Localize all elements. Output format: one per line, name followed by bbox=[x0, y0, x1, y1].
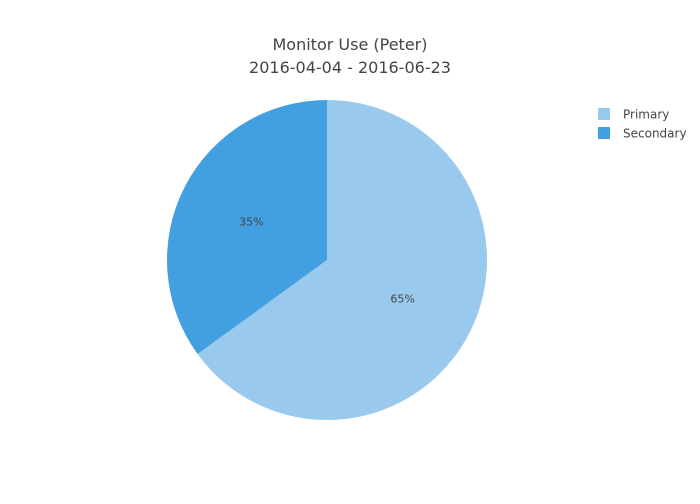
legend-label-primary: Primary bbox=[623, 108, 669, 122]
pie-slice-secondary[interactable] bbox=[166, 100, 327, 355]
pie-slice-primary[interactable] bbox=[197, 100, 487, 420]
slice-label-secondary: 35% bbox=[239, 216, 263, 229]
legend-swatch-secondary bbox=[598, 127, 610, 139]
legend-swatch-primary bbox=[598, 108, 610, 120]
legend: Primary Secondary bbox=[598, 108, 687, 141]
legend-label-secondary: Secondary bbox=[623, 127, 687, 141]
pie-slice-labels: 65% 35% bbox=[239, 216, 415, 306]
pie-slices bbox=[166, 100, 487, 420]
legend-item-primary[interactable]: Primary bbox=[598, 108, 669, 122]
slice-label-primary: 65% bbox=[390, 293, 414, 306]
chart-title: Monitor Use (Peter) bbox=[273, 35, 428, 54]
chart-subtitle: 2016-04-04 - 2016-06-23 bbox=[249, 58, 451, 77]
legend-item-secondary[interactable]: Secondary bbox=[598, 127, 687, 141]
